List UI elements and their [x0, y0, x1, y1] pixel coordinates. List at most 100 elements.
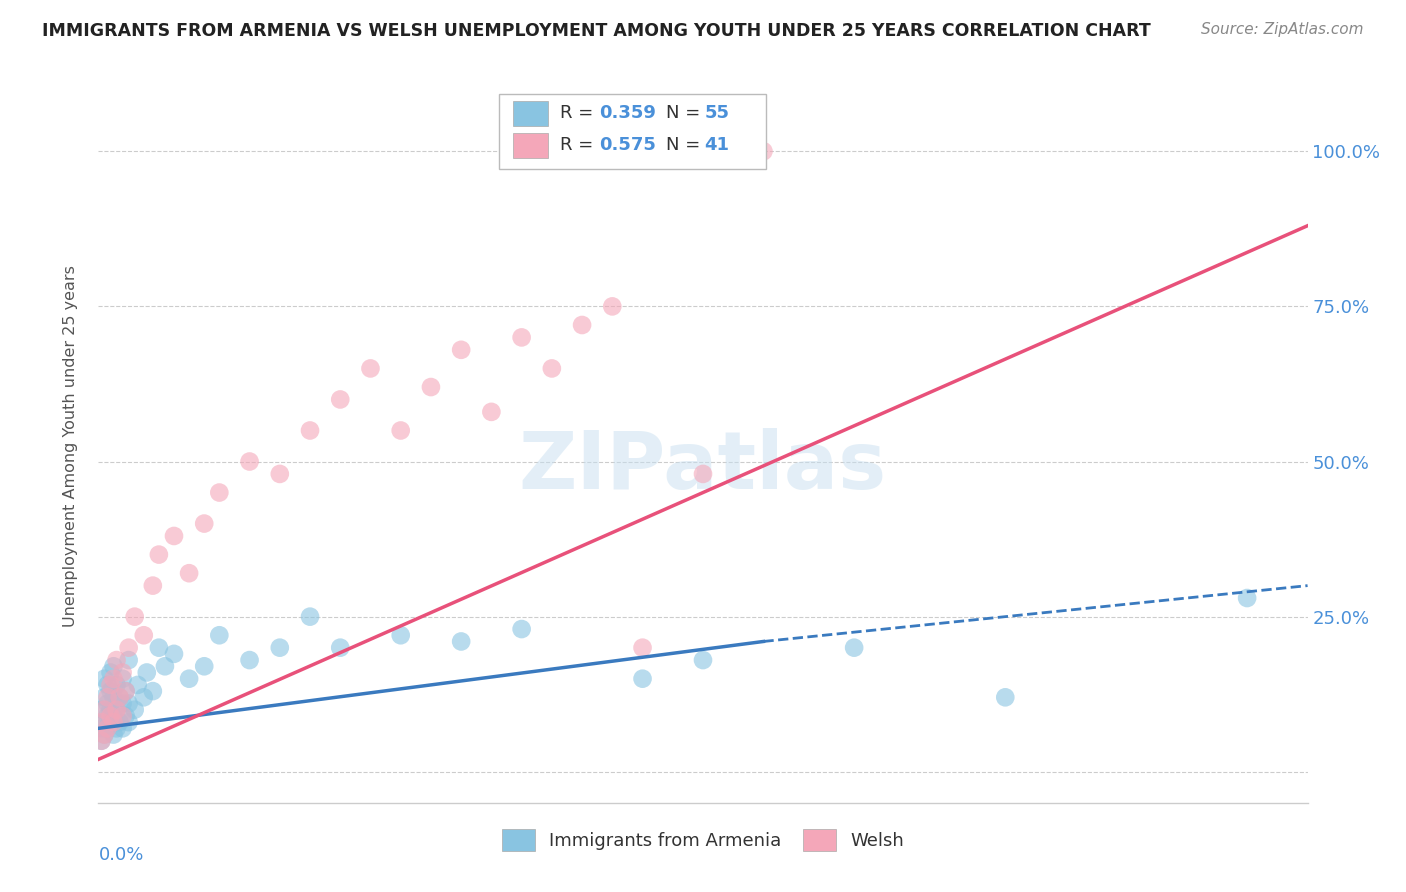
Point — [163, 529, 186, 543]
Point — [96, 722, 118, 736]
Point — [105, 703, 128, 717]
Point — [90, 715, 112, 730]
Text: N =: N = — [666, 136, 706, 154]
Point — [111, 665, 134, 680]
Point — [90, 733, 112, 747]
Point — [90, 733, 112, 747]
Point — [103, 672, 125, 686]
Point — [239, 653, 262, 667]
Point — [100, 703, 122, 717]
Point — [631, 640, 654, 655]
Text: N =: N = — [666, 104, 706, 122]
Point — [269, 467, 291, 481]
Point — [163, 647, 186, 661]
Point — [111, 722, 134, 736]
Text: Source: ZipAtlas.com: Source: ZipAtlas.com — [1201, 22, 1364, 37]
Point — [100, 665, 122, 680]
Point — [179, 672, 201, 686]
Point — [93, 672, 115, 686]
Point — [571, 318, 593, 332]
Text: R =: R = — [560, 104, 599, 122]
Point — [239, 454, 262, 468]
Y-axis label: Unemployment Among Youth under 25 years: Unemployment Among Youth under 25 years — [63, 265, 77, 627]
Point — [114, 684, 136, 698]
Point — [450, 634, 472, 648]
Point — [299, 609, 322, 624]
Point — [148, 640, 170, 655]
Point — [100, 684, 122, 698]
Point — [105, 678, 128, 692]
Point — [93, 690, 115, 705]
Point — [93, 703, 115, 717]
Point — [844, 640, 866, 655]
Point — [105, 722, 128, 736]
Point — [96, 690, 118, 705]
Point — [389, 424, 412, 438]
Point — [1236, 591, 1258, 605]
Point — [994, 690, 1017, 705]
Point — [179, 566, 201, 581]
Point — [420, 380, 443, 394]
Point — [96, 709, 118, 723]
Point — [108, 690, 131, 705]
Point — [135, 665, 157, 680]
Point — [540, 361, 562, 376]
Text: 0.575: 0.575 — [599, 136, 655, 154]
Point — [114, 684, 136, 698]
Point — [93, 727, 115, 741]
Point — [208, 628, 231, 642]
Point — [481, 405, 503, 419]
Point — [329, 392, 352, 407]
Point — [103, 715, 125, 730]
Point — [692, 653, 714, 667]
Point — [142, 579, 165, 593]
Point — [269, 640, 291, 655]
Point — [127, 678, 149, 692]
Point — [329, 640, 352, 655]
Point — [118, 653, 141, 667]
Text: R =: R = — [560, 136, 599, 154]
Point — [108, 715, 131, 730]
Point — [103, 690, 125, 705]
Point — [692, 467, 714, 481]
Point — [100, 715, 122, 730]
Point — [111, 672, 134, 686]
Text: 55: 55 — [704, 104, 730, 122]
Point — [208, 485, 231, 500]
Point — [90, 703, 112, 717]
Point — [118, 715, 141, 730]
Point — [360, 361, 382, 376]
Point — [510, 622, 533, 636]
Point — [100, 709, 122, 723]
Point — [105, 653, 128, 667]
Point — [108, 690, 131, 705]
Point — [105, 703, 128, 717]
Text: IMMIGRANTS FROM ARMENIA VS WELSH UNEMPLOYMENT AMONG YOUTH UNDER 25 YEARS CORRELA: IMMIGRANTS FROM ARMENIA VS WELSH UNEMPLO… — [42, 22, 1152, 40]
Point — [153, 659, 176, 673]
Point — [111, 709, 134, 723]
Point — [96, 678, 118, 692]
Point — [124, 609, 146, 624]
Point — [96, 722, 118, 736]
Text: 0.359: 0.359 — [599, 104, 655, 122]
Point — [132, 628, 155, 642]
Point — [103, 727, 125, 741]
Legend: Immigrants from Armenia, Welsh: Immigrants from Armenia, Welsh — [495, 822, 911, 858]
Point — [103, 659, 125, 673]
Point — [93, 727, 115, 741]
Text: 0.0%: 0.0% — [98, 846, 143, 863]
Point — [90, 722, 112, 736]
Point — [148, 548, 170, 562]
Point — [631, 672, 654, 686]
Point — [752, 145, 775, 159]
Point — [111, 697, 134, 711]
Point — [389, 628, 412, 642]
Point — [96, 697, 118, 711]
Point — [602, 299, 624, 313]
Point — [124, 703, 146, 717]
Point — [193, 516, 215, 531]
Text: 41: 41 — [704, 136, 730, 154]
Point — [142, 684, 165, 698]
Point — [93, 715, 115, 730]
Point — [132, 690, 155, 705]
